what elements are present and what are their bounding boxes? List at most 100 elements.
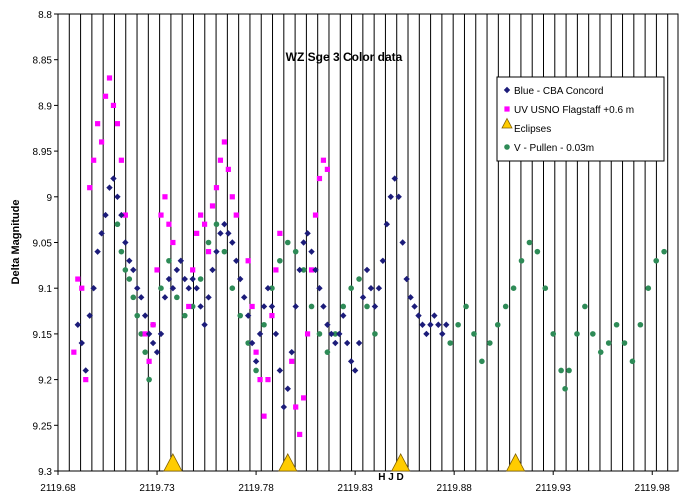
data-point [87, 185, 93, 191]
data-point [463, 303, 469, 310]
data-point [225, 230, 232, 237]
data-point [566, 367, 572, 374]
data-point [324, 321, 331, 328]
data-point [316, 285, 323, 292]
data-point [185, 285, 192, 292]
data-point [233, 212, 239, 218]
data-point [98, 139, 105, 145]
data-point [605, 340, 612, 346]
data-point [277, 257, 283, 264]
data-point [379, 257, 387, 264]
data-point [344, 339, 351, 347]
legend: Blue - CBA Concord UV USNO Flagstaff +0.6… [496, 76, 665, 162]
data-point [229, 285, 236, 292]
data-point [590, 331, 596, 337]
data-point [90, 285, 97, 292]
data-point [75, 276, 81, 282]
data-point [284, 385, 291, 392]
data-point [300, 239, 307, 246]
data-point [142, 349, 148, 355]
eclipse-marker [278, 453, 298, 472]
data-point [364, 303, 370, 310]
x-tick-label: 2119.73 [139, 483, 175, 494]
y-tick-label: 8.9 [38, 101, 52, 112]
data-point [372, 331, 378, 337]
data-point [249, 303, 255, 310]
data-point [296, 266, 303, 274]
data-point [308, 303, 315, 310]
legend-label: Eclipses [514, 124, 551, 135]
data-point [301, 395, 307, 401]
data-point [146, 358, 152, 364]
data-point [308, 248, 315, 255]
eclipse-marker [391, 453, 411, 472]
x-tick-label: 2119.78 [238, 483, 274, 494]
data-point [653, 257, 660, 264]
data-point [661, 248, 667, 255]
data-point [158, 285, 164, 292]
data-point [574, 331, 580, 337]
data-point [542, 285, 549, 292]
data-point [122, 239, 129, 246]
data-point [340, 303, 347, 310]
data-point [253, 367, 259, 374]
data-point [324, 166, 330, 172]
data-point [221, 139, 227, 145]
data-point [177, 257, 185, 264]
data-point [114, 121, 121, 127]
data-point [130, 266, 137, 274]
data-point [277, 230, 283, 236]
data-point [316, 331, 323, 337]
chart-title: WZ Sge 3 Color data [286, 50, 403, 64]
data-point [332, 339, 339, 347]
data-point [582, 303, 588, 310]
data-point [225, 166, 231, 172]
data-point [141, 312, 149, 319]
data-point [110, 175, 117, 182]
data-point [407, 294, 414, 301]
eclipse-marker [505, 453, 526, 472]
data-point [261, 413, 267, 419]
data-point [193, 285, 200, 292]
data-point [157, 330, 165, 338]
data-point [320, 303, 327, 310]
data-point [221, 248, 228, 255]
data-point [479, 358, 485, 365]
data-point [201, 321, 208, 328]
data-point [189, 275, 196, 283]
data-point [304, 230, 311, 237]
data-point [221, 221, 228, 228]
data-point [276, 367, 284, 374]
data-point [245, 258, 251, 264]
data-point [142, 331, 148, 337]
y-tick-label: 9.1 [38, 284, 52, 295]
data-point [153, 348, 161, 356]
data-point [213, 185, 220, 191]
data-point [518, 257, 525, 264]
data-point [98, 230, 105, 237]
data-point [181, 275, 188, 283]
data-point [387, 193, 394, 200]
data-point [502, 303, 509, 310]
x-tick-label: 2119.68 [40, 483, 76, 494]
data-point [201, 221, 208, 227]
data-point [91, 157, 97, 163]
x-tick-label: 2119.88 [436, 483, 472, 494]
data-point [534, 248, 541, 255]
series-diamond [74, 175, 450, 411]
data-point [312, 266, 319, 274]
y-tick-label: 8.8 [38, 10, 52, 21]
data-point [300, 267, 307, 273]
data-point [375, 285, 383, 292]
data-point [173, 266, 181, 274]
data-point [312, 212, 319, 218]
eclipse-marker [163, 453, 183, 472]
data-point [150, 322, 156, 328]
data-point [383, 221, 391, 228]
data-point [336, 330, 343, 338]
data-point [621, 340, 628, 346]
data-point [427, 321, 434, 328]
data-point [399, 239, 406, 246]
data-point [158, 212, 164, 218]
legend-marker [501, 117, 513, 129]
